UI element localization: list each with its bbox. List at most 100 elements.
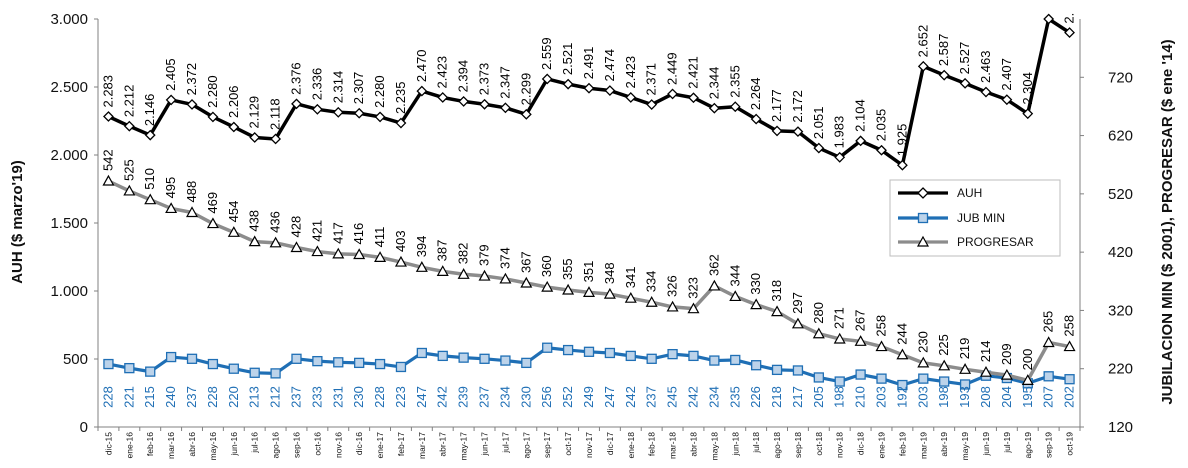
series-point-auh [374,111,386,123]
series-point-progresar [248,235,261,247]
data-label-auh: 2.421 [685,56,700,89]
data-label-jub-min: 235 [727,386,742,408]
legend-marker-progresar [916,235,930,247]
x-axis-tick-label: mar-19 [918,432,928,459]
data-label-progresar: 341 [623,266,638,288]
x-axis-tick-label: sep-17 [542,432,552,458]
x-axis-tick-label: jun-19 [981,432,991,457]
data-label-auh: 2.035 [874,109,889,142]
data-label-progresar: 230 [915,331,930,353]
data-label-progresar: 209 [999,343,1014,365]
series-point-progresar [374,251,387,262]
data-label-auh: 2.344 [706,67,721,100]
data-label-jub-min: 230 [351,386,366,408]
data-label-progresar: 330 [748,273,763,295]
series-point-jub-min [730,354,741,366]
series-point-progresar [833,332,846,344]
series-point-auh [729,101,741,113]
series-point-auh [395,117,407,129]
data-label-auh: 2.212 [121,85,136,118]
data-label-auh: 2.051 [811,107,826,140]
series-point-auh [834,151,846,163]
series-point-jub-min [542,342,553,353]
series-point-progresar [520,276,533,288]
data-label-progresar: 214 [978,341,993,363]
x-axis-tick-label: jun-18 [730,432,740,457]
series-point-progresar [687,302,700,314]
series-point-progresar [979,365,992,377]
series-point-auh [228,121,240,133]
left-axis-tick-label: 2.500 [50,79,88,96]
series-point-jub-min [521,357,532,369]
data-label-jub-min: 213 [247,386,262,408]
data-label-progresar: 417 [330,222,345,244]
series-point-auh [207,111,219,123]
data-label-auh: 2.314 [330,71,345,104]
series-point-auh [813,142,825,154]
data-label-progresar: 436 [268,211,283,233]
data-label-progresar: 267 [853,310,868,332]
data-label-progresar: 323 [685,277,700,299]
x-axis-tick-label: may-18 [709,432,719,461]
series-point-jub-min [709,355,720,366]
x-axis-tick-label: ene-19 [877,432,887,459]
data-label-progresar: 271 [832,307,847,329]
series-point-progresar [1021,374,1034,385]
data-label-jub-min: 233 [309,386,324,408]
series-point-auh [917,60,929,72]
data-label-jub-min: 240 [163,386,178,408]
series-point-jub-min [583,346,595,357]
series-point-auh [604,85,616,96]
data-label-jub-min: 247 [414,386,429,408]
data-label-jub-min: 237 [477,386,492,408]
data-label-jub-min: 230 [518,386,533,408]
data-label-jub-min: 198 [832,386,847,408]
series-point-auh [437,92,449,103]
data-label-jub-min: 237 [288,386,303,408]
series-point-progresar [290,241,303,253]
data-label-jub-min: 217 [790,386,805,408]
series-point-progresar [1063,340,1076,352]
data-label-jub-min: 204 [999,386,1014,408]
data-label-progresar: 326 [665,275,680,297]
series-point-auh [771,125,783,137]
series-point-progresar [959,363,972,374]
series-point-progresar [624,291,637,303]
data-label-auh: 2.146 [142,94,157,127]
series-point-jub-min [186,353,198,364]
series-point-progresar [917,356,930,368]
series-point-jub-min [124,362,135,374]
series-point-jub-min [562,344,574,356]
data-label-jub-min: 242 [685,386,700,408]
data-label-jub-min: 207 [1041,386,1056,408]
series-point-jub-min [416,347,428,359]
series-point-auh [1064,27,1075,39]
data-label-auh: 2.449 [665,52,680,85]
series-point-jub-min [939,376,950,387]
series-point-progresar [415,261,428,272]
series-point-jub-min [374,358,386,370]
data-label-progresar: 280 [811,302,826,324]
data-label-jub-min: 256 [539,386,554,408]
series-point-progresar [144,193,157,205]
data-label-progresar: 219 [957,338,972,360]
series-point-progresar [708,279,721,291]
data-label-auh: 1.925 [894,124,909,157]
series-point-auh [416,85,428,97]
x-axis-tick-label: abr-18 [688,432,698,457]
data-label-jub-min: 237 [184,386,199,408]
data-label-progresar: 374 [497,247,512,269]
series-point-auh [144,129,156,141]
x-axis-tick-label: ene-16 [124,432,134,459]
data-label-jub-min: 195 [1020,386,1035,408]
series-point-auh [520,108,532,120]
series-point-jub-min [604,347,616,359]
series-point-progresar [666,300,679,312]
x-axis-tick-label: ene-17 [375,432,385,459]
data-label-progresar: 297 [790,292,805,314]
series-point-progresar [771,305,784,317]
data-label-jub-min: 198 [936,386,951,408]
data-label-auh: 2.373 [477,63,492,96]
